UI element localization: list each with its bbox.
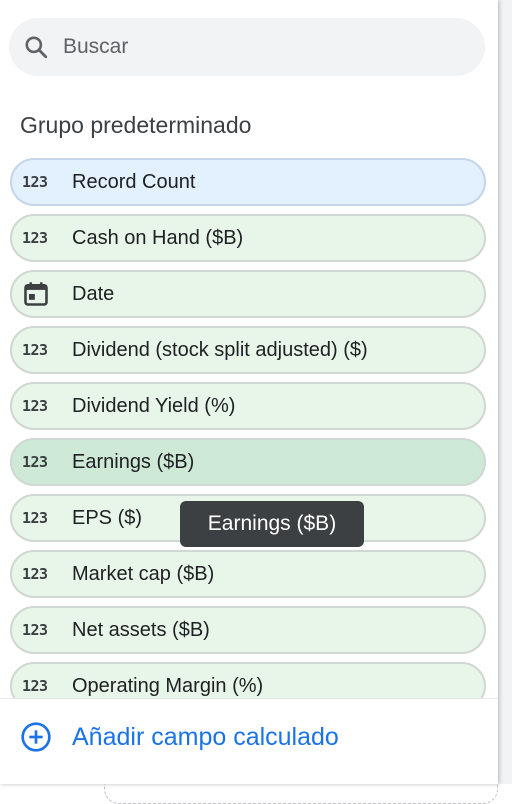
field-name: Operating Margin (%) — [72, 674, 264, 697]
field-name: Cash on Hand ($B) — [72, 226, 244, 249]
field-name: EPS ($) — [72, 506, 143, 529]
number-type-icon: 123 — [22, 173, 48, 191]
number-type-icon: 123 — [22, 229, 48, 247]
field-earnings[interactable]: 123 Earnings ($B) — [10, 438, 486, 486]
field-dividend-split-adjusted[interactable]: 123 Dividend (stock split adjusted) ($) — [10, 326, 486, 374]
field-tooltip: Earnings ($B) — [180, 501, 364, 547]
field-operating-margin[interactable]: 123 Operating Margin (%) — [10, 662, 486, 698]
number-type-icon: 123 — [22, 397, 48, 415]
field-list[interactable]: 123 Record Count 123 Cash on Hand ($B) D… — [10, 158, 486, 698]
number-type-icon: 123 — [22, 621, 48, 639]
field-cash-on-hand[interactable]: 123 Cash on Hand ($B) — [10, 214, 486, 262]
search-input[interactable] — [61, 34, 445, 60]
search-icon — [21, 32, 51, 62]
group-title: Grupo predeterminado — [20, 112, 252, 138]
field-date[interactable]: Date — [10, 270, 486, 318]
field-dividend-yield[interactable]: 123 Dividend Yield (%) — [10, 382, 486, 430]
field-picker-panel: Grupo predeterminado 123 Record Count 12… — [0, 0, 498, 784]
field-name: Earnings ($B) — [72, 450, 195, 473]
field-name: Record Count — [72, 170, 196, 193]
add-calculated-field-label: Añadir campo calculado — [72, 722, 339, 751]
number-type-icon: 123 — [22, 509, 48, 527]
panel-footer: Añadir campo calculado — [0, 698, 498, 784]
field-name: Market cap ($B) — [72, 562, 215, 585]
number-type-icon: 123 — [22, 341, 48, 359]
number-type-icon: 123 — [22, 677, 48, 695]
calendar-icon — [22, 280, 70, 308]
number-type-icon: 123 — [22, 453, 48, 471]
field-record-count[interactable]: 123 Record Count — [10, 158, 486, 206]
search-bar[interactable] — [9, 18, 485, 76]
field-name: Dividend (stock split adjusted) ($) — [72, 338, 368, 361]
add-calculated-field-button[interactable]: Añadir campo calculado — [20, 721, 339, 753]
field-name: Date — [72, 282, 115, 305]
field-net-assets[interactable]: 123 Net assets ($B) — [10, 606, 486, 654]
number-type-icon: 123 — [22, 565, 48, 583]
field-name: Dividend Yield (%) — [72, 394, 236, 417]
field-name: Net assets ($B) — [72, 618, 210, 641]
field-market-cap[interactable]: 123 Market cap ($B) — [10, 550, 486, 598]
add-circle-icon — [20, 721, 52, 753]
